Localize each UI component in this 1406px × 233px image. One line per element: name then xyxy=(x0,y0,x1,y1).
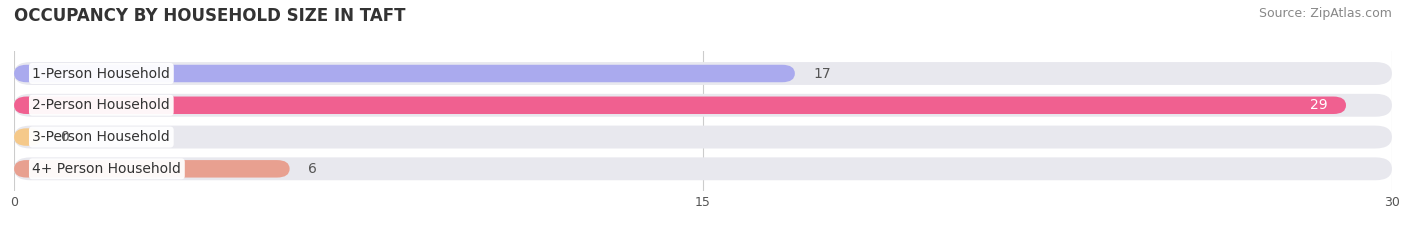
Text: 4+ Person Household: 4+ Person Household xyxy=(32,162,181,176)
FancyBboxPatch shape xyxy=(14,96,1346,114)
Text: Source: ZipAtlas.com: Source: ZipAtlas.com xyxy=(1258,7,1392,20)
FancyBboxPatch shape xyxy=(14,128,42,146)
Text: 1-Person Household: 1-Person Household xyxy=(32,66,170,80)
FancyBboxPatch shape xyxy=(14,94,1392,117)
FancyBboxPatch shape xyxy=(14,157,1392,180)
FancyBboxPatch shape xyxy=(14,62,1392,85)
Text: 17: 17 xyxy=(813,66,831,80)
FancyBboxPatch shape xyxy=(14,65,794,82)
Text: 6: 6 xyxy=(308,162,316,176)
FancyBboxPatch shape xyxy=(14,126,1392,148)
Text: 2-Person Household: 2-Person Household xyxy=(32,98,170,112)
Text: 0: 0 xyxy=(60,130,69,144)
Text: OCCUPANCY BY HOUSEHOLD SIZE IN TAFT: OCCUPANCY BY HOUSEHOLD SIZE IN TAFT xyxy=(14,7,405,25)
Text: 3-Person Household: 3-Person Household xyxy=(32,130,170,144)
FancyBboxPatch shape xyxy=(14,160,290,178)
Text: 29: 29 xyxy=(1310,98,1327,112)
